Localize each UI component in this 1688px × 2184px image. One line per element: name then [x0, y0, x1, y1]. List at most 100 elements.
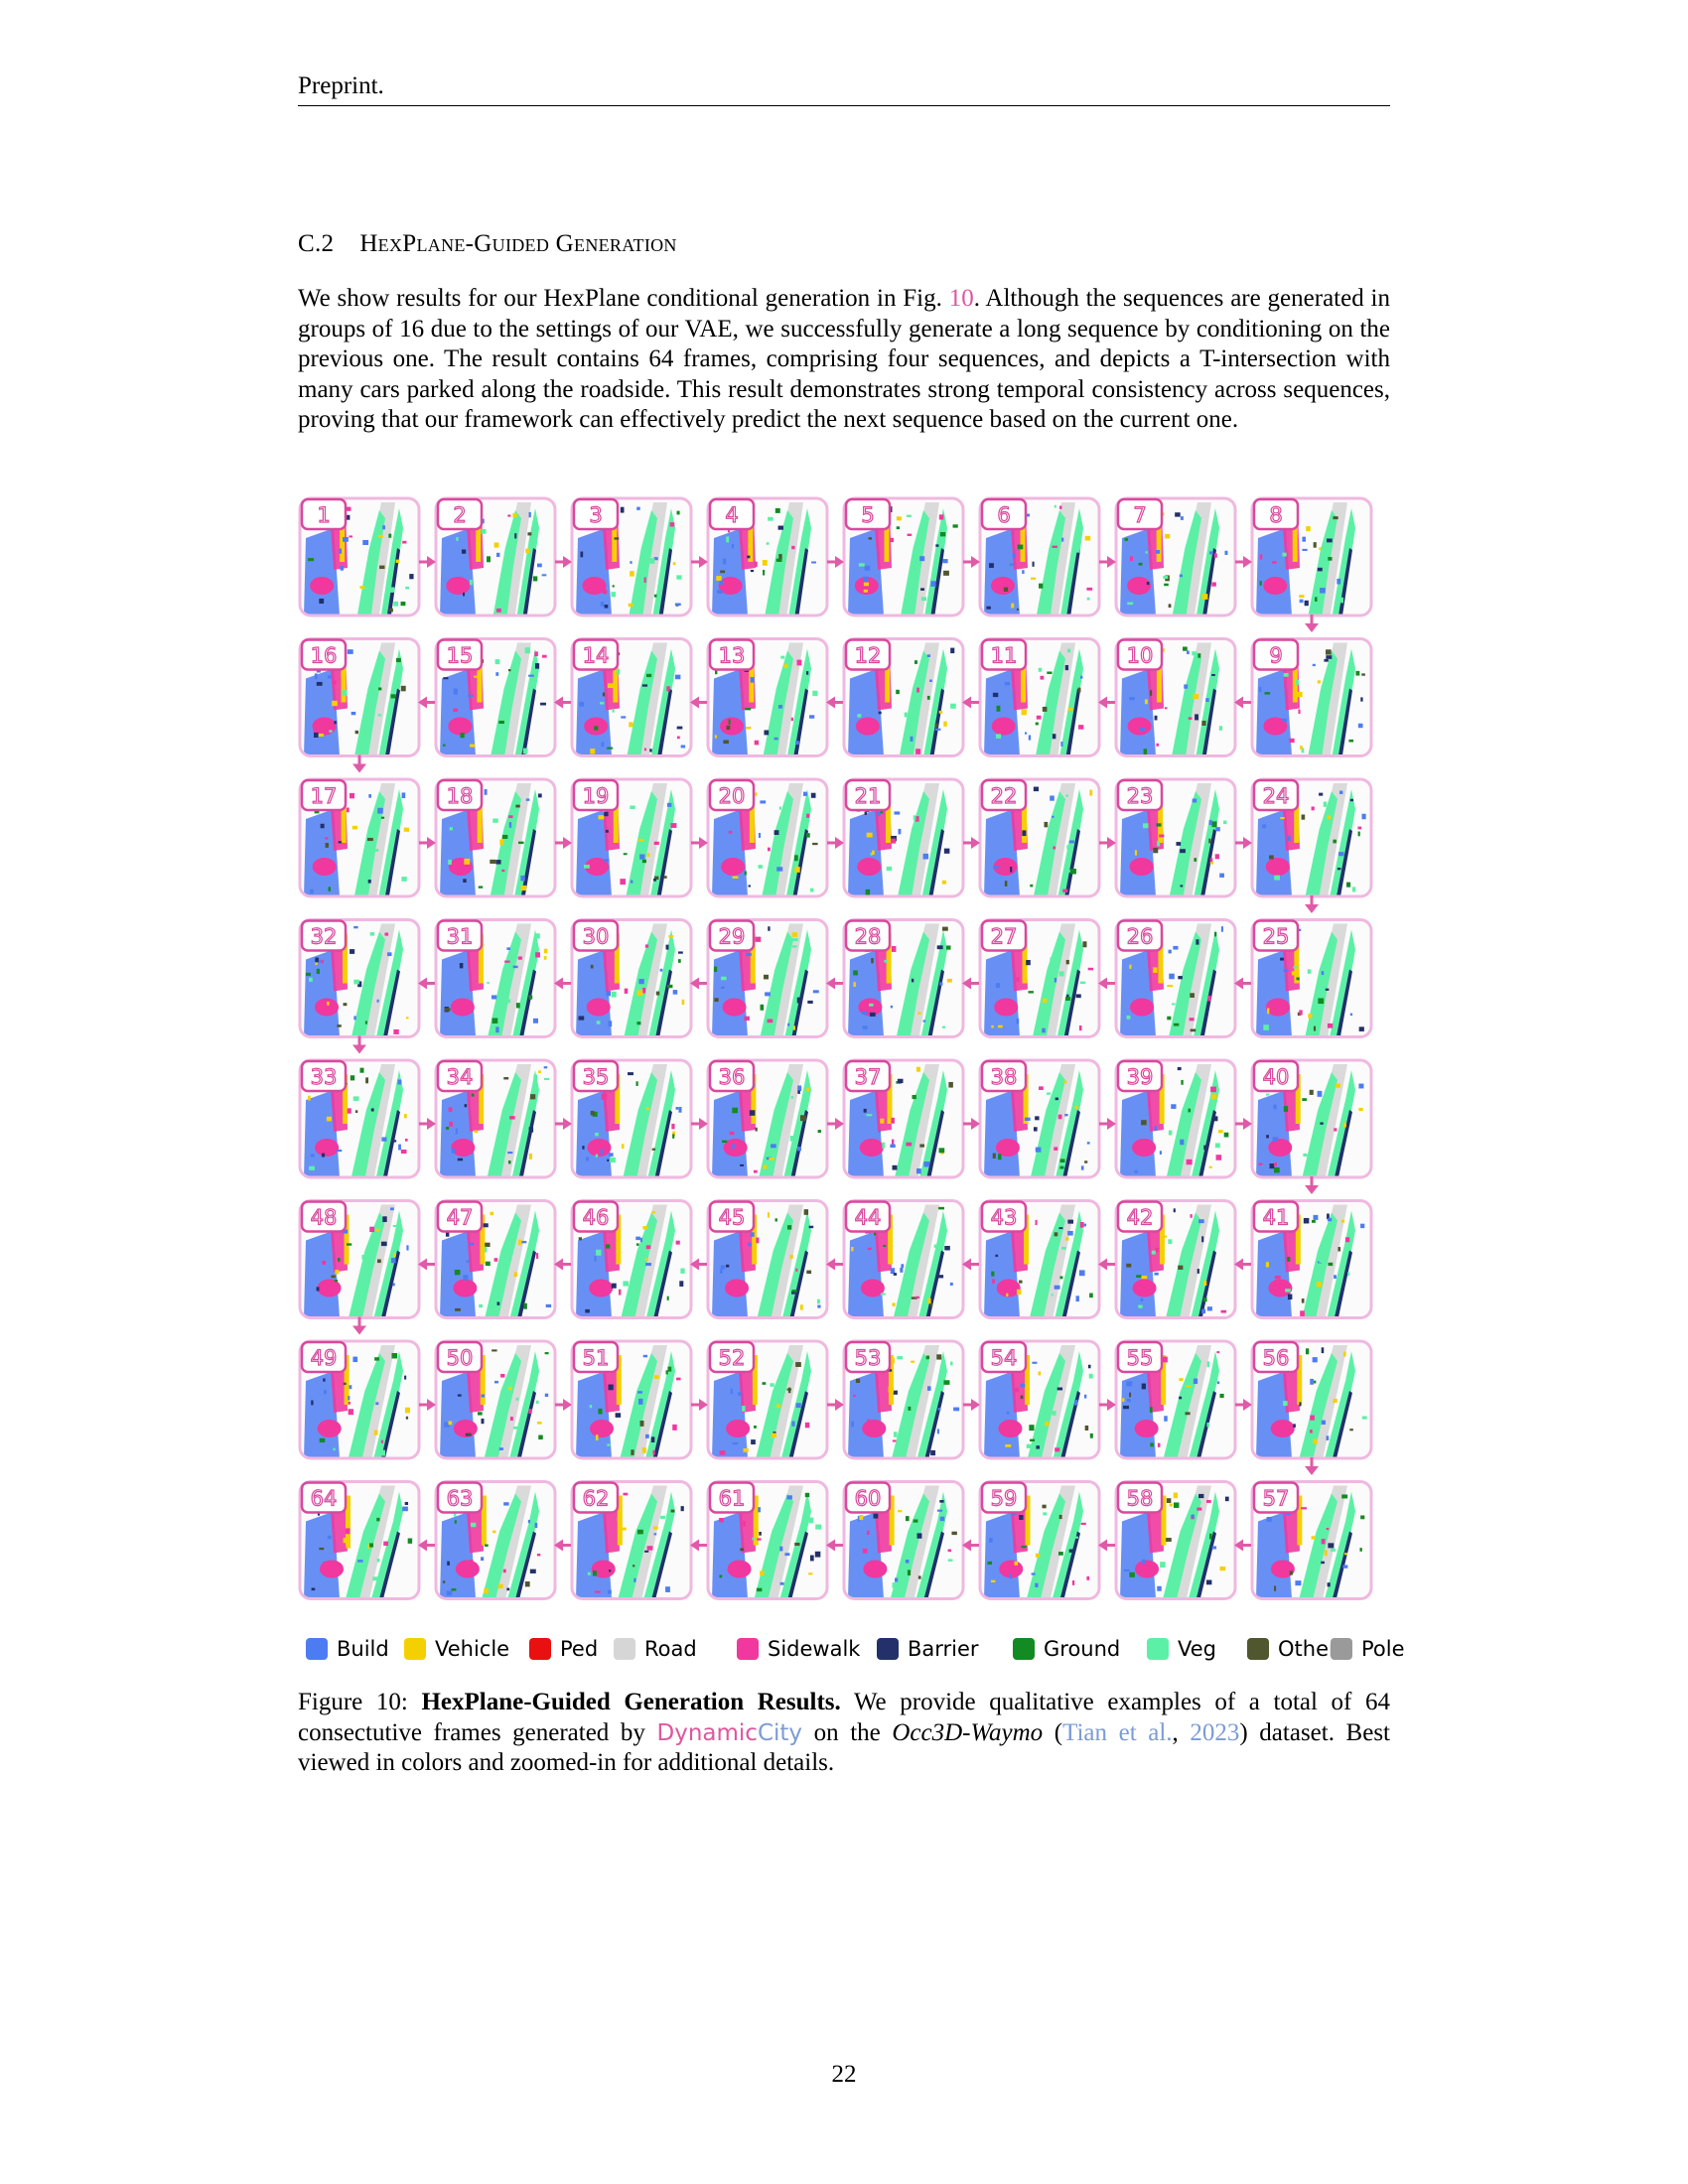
frame-thumbnail: 17	[298, 777, 421, 898]
frame-number-label: 37	[855, 1065, 882, 1089]
frame-thumbnail: 40	[1250, 1058, 1373, 1179]
figure-reference-link[interactable]: 10	[948, 285, 974, 312]
frame-thumbnail: 21	[842, 777, 965, 898]
caption-bold-title: HexPlane-Guided Generation Results.	[421, 1689, 841, 1715]
frame-number-label: 59	[991, 1487, 1018, 1511]
frame-number-label: 3	[589, 503, 602, 527]
occupancy-scene	[1256, 783, 1366, 895]
frame-number-label: 35	[583, 1065, 610, 1089]
frame-thumbnail: 8	[1250, 496, 1373, 617]
frame-thumbnail: 34	[434, 1058, 557, 1179]
frame-number-badge	[436, 778, 484, 812]
legend-swatch-vehicle	[404, 1638, 426, 1660]
sequence-arrow	[427, 1118, 436, 1130]
frame-number-badge	[572, 1200, 620, 1233]
frame-number-badge	[436, 1059, 484, 1093]
sequence-arrow	[352, 1044, 366, 1054]
occupancy-scene	[848, 642, 956, 755]
sequence-arrow	[554, 1539, 563, 1552]
occupancy-scene	[1120, 783, 1227, 895]
citation-year-link[interactable]: 2023	[1190, 1718, 1240, 1746]
frame-thumbnail: 52	[706, 1339, 829, 1460]
frame-thumbnail: 28	[842, 918, 965, 1038]
legend-label: Build	[337, 1637, 389, 1661]
sequence-arrow	[1107, 837, 1116, 849]
occupancy-scene	[1256, 1485, 1365, 1598]
frame-thumbnail: 50	[434, 1339, 557, 1460]
sequence-arrow	[826, 977, 835, 990]
sequence-arrow	[971, 556, 980, 568]
sequence-arrow	[1243, 1399, 1252, 1411]
legend-label: Other	[1278, 1637, 1337, 1661]
frame-thumbnail: 43	[978, 1199, 1101, 1319]
citation-author-link[interactable]: Tian et al.	[1062, 1718, 1173, 1746]
frame-number-label: 2	[453, 503, 466, 527]
frame-number-label: 4	[725, 503, 738, 527]
sequence-arrow	[1305, 904, 1319, 913]
frame-thumbnail: 63	[434, 1480, 557, 1600]
sequence-arrow	[1234, 977, 1243, 990]
frame-number-label: 45	[719, 1206, 746, 1230]
frame-number-badge	[572, 1481, 620, 1514]
occupancy-scene	[712, 923, 819, 1036]
frame-number-label: 52	[719, 1346, 746, 1370]
frame-thumbnail: 10	[1114, 637, 1237, 757]
sequence-arrow	[418, 977, 427, 990]
frame-thumbnail: 39	[1114, 1058, 1237, 1179]
frame-number-label: 16	[311, 644, 338, 668]
sequence-arrow	[699, 1399, 708, 1411]
legend-swatch-ground	[1013, 1638, 1035, 1660]
frame-number-badge	[1252, 638, 1300, 671]
frame-number-label: 28	[855, 925, 882, 949]
frame-thumbnail: 33	[298, 1058, 421, 1179]
sequence-arrow	[835, 1399, 844, 1411]
frame-number-badge	[980, 638, 1028, 671]
frame-number-label: 41	[1263, 1206, 1290, 1230]
paragraph-text-1: We show results for our HexPlane conditi…	[298, 285, 949, 312]
frame-thumbnail: 41	[1250, 1199, 1373, 1319]
frame-number-label: 34	[447, 1065, 474, 1089]
occupancy-scene	[1120, 923, 1223, 1036]
frame-thumbnail: 6	[978, 496, 1101, 617]
frame-number-badge	[436, 1200, 484, 1233]
sequence-arrow	[690, 696, 699, 709]
legend-item-build: Build	[306, 1634, 389, 1664]
frame-number-label: 42	[1127, 1206, 1154, 1230]
frame-number-label: 49	[311, 1346, 338, 1370]
frame-number-badge	[300, 1481, 348, 1514]
frame-thumbnail: 31	[434, 918, 557, 1038]
occupancy-scene	[304, 502, 414, 614]
frame-number-badge	[1116, 1059, 1164, 1093]
frame-thumbnail: 44	[842, 1199, 965, 1319]
occupancy-scene	[440, 642, 547, 755]
sequence-arrow	[1107, 1399, 1116, 1411]
sequence-arrow	[1234, 696, 1243, 709]
citation-separator: ,	[1172, 1718, 1191, 1746]
occupancy-scene	[712, 502, 816, 614]
occupancy-scene	[440, 502, 547, 614]
sequence-arrow	[962, 696, 971, 709]
sequence-arrow	[427, 556, 436, 568]
sequence-arrow	[554, 1258, 563, 1271]
frame-number-badge	[844, 1059, 892, 1093]
occupancy-scene	[848, 1204, 953, 1317]
frame-thumbnail: 37	[842, 1058, 965, 1179]
sequence-arrow	[554, 977, 563, 990]
frame-number-badge	[1252, 778, 1300, 812]
frame-thumbnail: 42	[1114, 1199, 1237, 1319]
occupancy-scene	[848, 1064, 953, 1176]
frame-thumbnail: 53	[842, 1339, 965, 1460]
occupancy-scene	[1256, 1204, 1365, 1317]
frame-number-label: 30	[583, 925, 610, 949]
frame-thumbnail: 23	[1114, 777, 1237, 898]
frame-number-label: 25	[1263, 925, 1290, 949]
frame-number-badge	[708, 638, 756, 671]
frame-thumbnail: 11	[978, 637, 1101, 757]
frame-number-label: 12	[855, 644, 882, 668]
frame-number-badge	[300, 497, 348, 531]
frame-number-badge	[844, 919, 892, 952]
frame-thumbnail: 12	[842, 637, 965, 757]
frame-number-label: 29	[719, 925, 746, 949]
sequence-arrow	[418, 1258, 427, 1271]
occupancy-scene	[576, 1345, 681, 1457]
